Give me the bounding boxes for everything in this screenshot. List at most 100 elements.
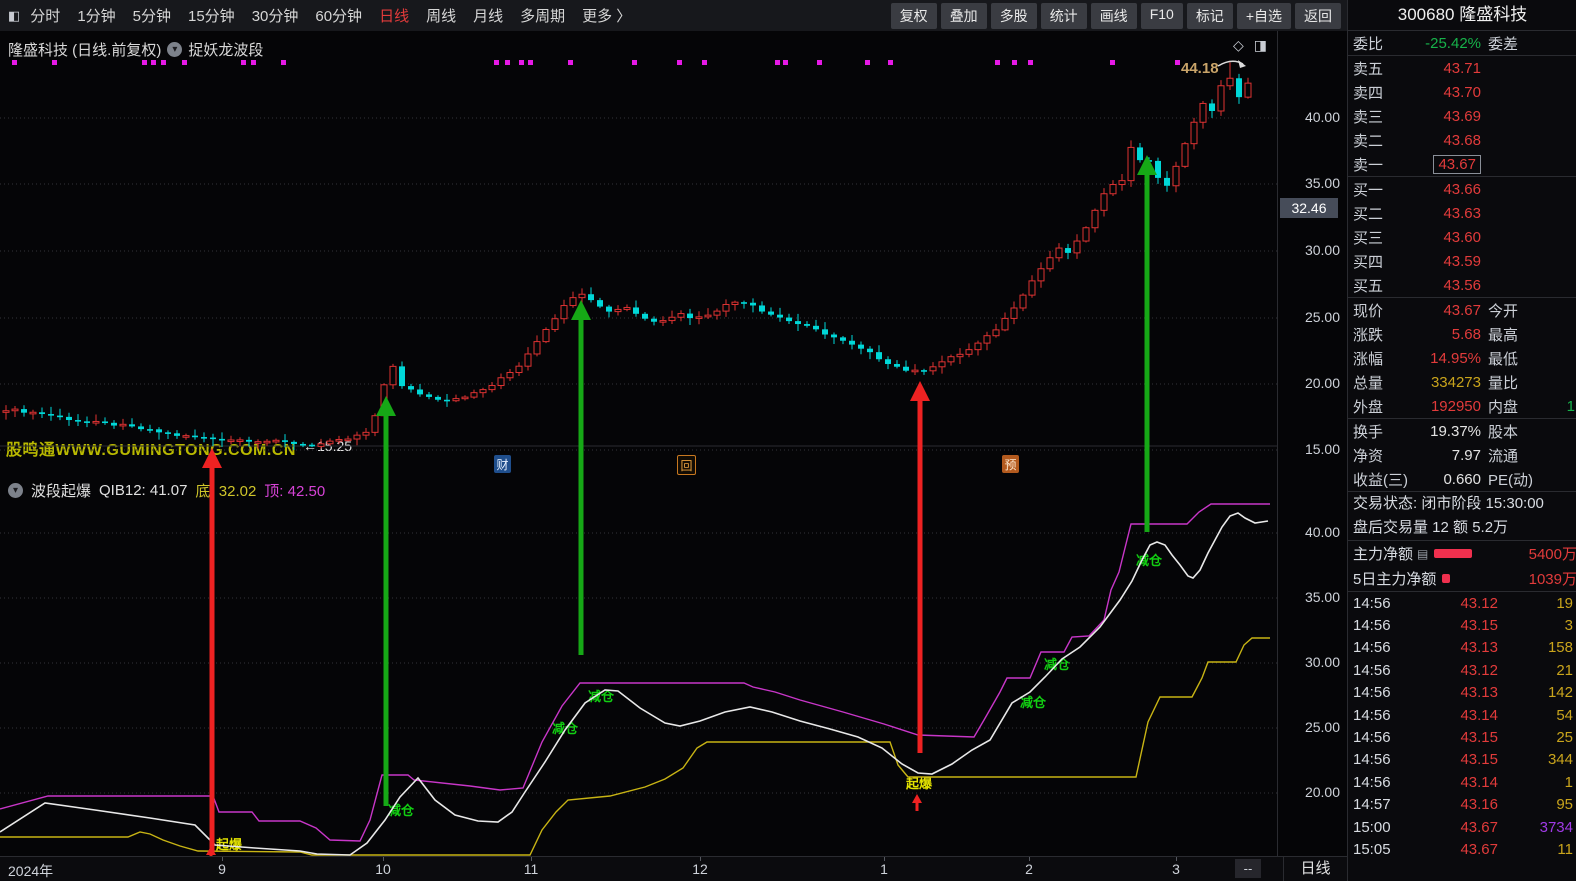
chevron-down-icon[interactable]: ▾ [8,483,23,498]
toolbar-button[interactable]: +自选 [1236,2,1291,29]
axis-tick [700,857,701,861]
axis-more-button[interactable]: -- [1235,859,1261,878]
money-flow-row[interactable]: 主力净额 ▤ 5400万 [1353,546,1576,563]
toolbar-button[interactable]: 多股 [990,2,1037,29]
period-item[interactable]: 30分钟 [251,8,299,25]
signal-dot [142,60,147,65]
toolbar-button[interactable]: 返回 [1295,2,1341,29]
diamond-marker-icon[interactable]: ◇ [1232,37,1244,53]
buy-quote-row[interactable]: 买二 43.63 [1353,204,1481,223]
signal-dot [817,60,822,65]
indicator-param: QIB12: 41.07 [99,482,188,499]
chevron-down-icon[interactable]: ▾ [167,42,183,57]
period-item[interactable]: 5分钟 [132,8,171,25]
signal-dot [702,60,707,65]
time-axis-label: 2 [1025,861,1033,877]
signal-dot [1175,60,1180,65]
axis-period-cell: 日线 [1283,857,1347,881]
signal-dot [151,60,156,65]
transaction-row[interactable]: 14:56 43.15 25 [1353,729,1573,747]
info-row: 收益(三) 0.660 PE(动) [1353,470,1534,489]
info-row: 现价 43.67 今开 [1353,301,1519,320]
signal-dot [505,60,510,65]
indicator-top-value: 顶: 42.50 [264,483,326,500]
period-item[interactable]: 多周期 [520,8,566,25]
reduce-position-label: 减仓 [588,689,615,704]
toolbar-button[interactable]: 复权 [890,2,937,29]
weicha-label: 委差 [1488,35,1519,53]
quote-panel: 300680 隆盛科技 委比 -25.42% 委差 卖五 43.71 卖四 43.70 卖三… [1347,0,1576,881]
sell-quote-row[interactable]: 卖四 43.70 [1353,83,1481,102]
indicator-name: 波段起爆 [31,483,92,500]
price-tick-label: 40.00 [1304,524,1340,540]
time-axis-label: 11 [523,861,539,877]
chart-corner-icons: ◇ ◨ [1233,37,1267,54]
transaction-row[interactable]: 14:56 43.13 142 [1353,684,1573,702]
toolbar-button[interactable]: 画线 [1090,2,1137,29]
transaction-row[interactable]: 14:56 43.13 158 [1353,639,1573,657]
buy-quote-row[interactable]: 买四 43.59 [1353,252,1481,271]
candlestick-and-indicator-plot[interactable] [0,31,1277,856]
period-item[interactable]: 1分钟 [77,8,116,25]
transaction-row[interactable]: 14:56 43.15 344 [1353,751,1573,769]
signal-dot [1028,60,1033,65]
period-item[interactable]: 周线 [426,8,457,25]
toolbar-button[interactable]: 叠加 [940,2,987,29]
toolbar-button[interactable]: 统计 [1040,2,1087,29]
weibi-label: 委比 [1353,35,1384,53]
transaction-row[interactable]: 15:00 43.67 3734 [1353,818,1573,836]
transaction-row[interactable]: 15:05 43.67 11 [1353,840,1573,858]
signal-dot [182,60,187,65]
sell-quote-row[interactable]: 卖三 43.69 [1353,107,1481,126]
signal-dot [1110,60,1115,65]
info-row: 涨幅 14.95% 最低 [1353,349,1519,368]
period-item[interactable]: 60分钟 [315,8,363,25]
divider [1348,591,1576,592]
transaction-row[interactable]: 14:56 43.14 54 [1353,706,1573,724]
toolbar-button[interactable]: F10 [1140,2,1183,29]
divider [1348,55,1576,56]
price-tick-label: 25.00 [1304,719,1340,735]
transaction-row[interactable]: 14:56 43.12 21 [1353,661,1573,679]
transaction-row[interactable]: 14:57 43.16 95 [1353,796,1573,814]
current-price-tag: 32.46 [1280,198,1338,218]
event-badge[interactable]: 财 [494,455,511,473]
layout-window-icon[interactable]: ◧ [8,7,21,23]
weibi-row: 委比 -25.42% 委差 [1348,31,1576,55]
transaction-row[interactable]: 14:56 43.14 1 [1353,773,1573,791]
time-axis-label: 3 [1172,861,1180,877]
buy-quote-row[interactable]: 买五 43.56 [1353,276,1481,295]
signal-dot [888,60,893,65]
doc-icon[interactable]: ▤ [1417,546,1429,561]
event-badge[interactable]: 回 [677,455,696,475]
transaction-row[interactable]: 14:56 43.12 19 [1353,594,1573,612]
toolbar-button[interactable]: 标记 [1186,2,1233,29]
ignite-signal-label: 起爆 [216,837,243,852]
period-item[interactable]: 分时 [30,8,61,25]
period-item[interactable]: 更多 〉 [582,8,632,25]
split-pane-icon[interactable]: ◨ [1253,37,1267,53]
period-item[interactable]: 月线 [473,8,504,25]
period-item[interactable]: 15分钟 [188,8,235,25]
period-item[interactable]: 日线 [379,8,410,25]
signal-dot [865,60,870,65]
sell-quote-row[interactable]: 卖二 43.68 [1353,131,1481,150]
event-badge[interactable]: 预 [1002,455,1019,473]
sell-quote-row[interactable]: 卖一 43.67 [1348,152,1576,176]
signal-dot [783,60,788,65]
chart-region: 隆盛科技 (日线.前复权) ▾ 捉妖龙波段 ◇ ◨ 股鸣通WWW.GUMINGT… [0,31,1277,856]
chart-title: 隆盛科技 (日线.前复权) [8,42,162,59]
signal-dot [12,60,17,65]
signal-dot [251,60,256,65]
money-flow-row[interactable]: 5日主力净额 1039万 [1353,571,1576,588]
buy-quote-row[interactable]: 买一 43.66 [1353,180,1481,199]
price-axis: 40.00 35.00 30.00 25.00 20.00 15.00 40.00 35.00… [1277,31,1348,856]
signal-dot [161,60,166,65]
signal-dot [281,60,286,65]
sell-quote-row[interactable]: 卖五 43.71 [1353,59,1481,78]
buy-quote-row[interactable]: 买三 43.60 [1353,228,1481,247]
time-axis: 2024年 9 10 11 12 1 2 3 -- 日线 [0,856,1347,881]
flow-bar [1434,549,1473,558]
transaction-row[interactable]: 14:56 43.15 3 [1353,617,1573,635]
